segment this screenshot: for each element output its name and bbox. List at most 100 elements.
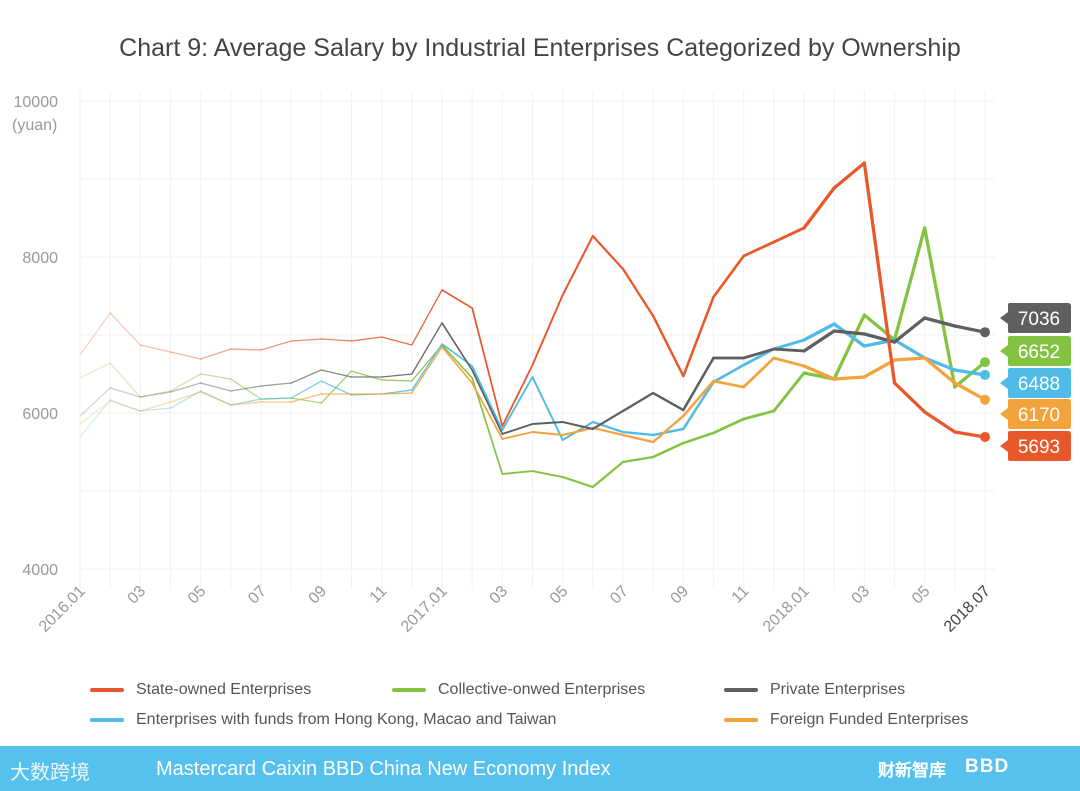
line-segment	[169, 351, 202, 360]
line-segment	[772, 347, 806, 353]
end-label-value: 5693	[1018, 437, 1060, 458]
line-segment	[290, 338, 322, 342]
line-segment	[169, 382, 202, 393]
y-tick-label: 10000	[14, 94, 59, 111]
line-segment	[832, 322, 866, 348]
series-lines	[79, 161, 990, 489]
line-segment	[802, 364, 836, 381]
line-segment	[651, 441, 685, 459]
end-point	[980, 431, 990, 442]
y-tick-label: 4000	[22, 562, 58, 579]
footer-banner: 大数跨境 Mastercard Caixin BBD China New Eco…	[0, 746, 1080, 791]
line-segment	[290, 369, 322, 384]
line-segment	[712, 254, 745, 299]
line-segment	[682, 295, 715, 378]
line-segment	[561, 476, 594, 489]
y-axis-label: (yuan)	[12, 117, 57, 134]
x-tick-label: 07	[245, 583, 270, 608]
line-segment	[441, 322, 473, 371]
end-label-value: 6652	[1018, 342, 1060, 363]
end-label-7036: 7036	[1000, 303, 1071, 333]
line-segment	[923, 356, 957, 372]
line-segment	[139, 407, 172, 412]
line-segment	[109, 387, 141, 398]
line-segment	[381, 373, 413, 378]
footer-title: Mastercard Caixin BBD China New Economy …	[156, 758, 611, 780]
series-3	[79, 322, 990, 442]
line-segment	[350, 336, 383, 342]
line-segment	[923, 226, 957, 389]
series-1	[79, 226, 990, 489]
x-tick-label: 09	[668, 583, 693, 608]
legend-swatch	[90, 718, 124, 722]
line-segment	[441, 289, 473, 309]
line-segment	[772, 356, 806, 368]
line-segment	[742, 240, 776, 258]
chart-title: Chart 9: Average Salary by Industrial En…	[119, 34, 961, 62]
line-segment	[501, 376, 534, 431]
line-segment	[381, 379, 413, 382]
line-segment	[230, 401, 262, 406]
line-segment	[260, 382, 292, 387]
line-segment	[651, 314, 685, 378]
line-segment	[682, 380, 715, 431]
x-tick-label: 11	[729, 583, 753, 607]
line-segment	[471, 365, 504, 431]
end-label-box	[1000, 431, 1071, 461]
bbd-logo: BBD	[965, 756, 1010, 777]
line-segment	[260, 397, 292, 400]
line-segment	[230, 348, 262, 351]
x-tick-label: 2018.07	[941, 583, 994, 636]
line-segment	[79, 387, 111, 417]
end-label-value: 6170	[1018, 405, 1060, 426]
legend-swatch	[724, 718, 758, 722]
line-segment	[742, 356, 776, 389]
line-segment	[772, 226, 806, 244]
line-segment	[832, 375, 866, 381]
line-segment	[471, 307, 504, 427]
line-segment	[441, 344, 473, 379]
line-segment	[561, 426, 594, 437]
line-segment	[621, 267, 655, 318]
line-segment	[441, 346, 473, 384]
legend-swatch	[90, 688, 124, 692]
line-segment	[531, 420, 564, 425]
line-segment	[651, 391, 685, 412]
line-segment	[742, 409, 776, 421]
line-segment	[953, 381, 987, 402]
line-segment	[892, 338, 927, 360]
x-tick-label: 2018.01	[760, 583, 813, 636]
line-segment	[561, 234, 594, 297]
line-segment	[79, 312, 111, 356]
line-segment	[411, 322, 443, 375]
line-segment	[501, 423, 534, 435]
line-segment	[320, 338, 353, 342]
legend-item-hk-macao-taiwan: Enterprises with funds from Hong Kong, M…	[90, 711, 556, 729]
line-segment	[411, 289, 443, 346]
legend-label: Foreign Funded Enterprises	[770, 711, 969, 728]
line-segment	[621, 433, 655, 444]
line-segment	[79, 400, 111, 425]
line-segment	[923, 316, 957, 328]
line-segment	[230, 385, 262, 392]
line-segment	[561, 420, 594, 431]
line-segment	[501, 431, 534, 440]
line-segment	[501, 470, 534, 475]
legend-item-collective: Collective-onwed Enterprises	[392, 681, 645, 699]
legend-swatch	[724, 688, 758, 692]
line-segment	[832, 161, 866, 190]
line-segment	[892, 316, 927, 344]
caixin-logo: 财新智库	[878, 761, 946, 780]
line-segment	[169, 373, 202, 392]
x-tick-label: 07	[607, 583, 632, 608]
end-label-value: 6488	[1018, 374, 1060, 395]
legend-item-foreign: Foreign Funded Enterprises	[724, 711, 968, 729]
x-tick-label: 11	[367, 583, 391, 607]
line-segment	[802, 329, 836, 353]
line-segment	[381, 336, 413, 346]
line-segment	[471, 369, 504, 435]
line-segment	[320, 369, 353, 378]
end-label-box	[1000, 303, 1071, 333]
line-segment	[350, 370, 383, 381]
line-segment	[200, 382, 232, 392]
